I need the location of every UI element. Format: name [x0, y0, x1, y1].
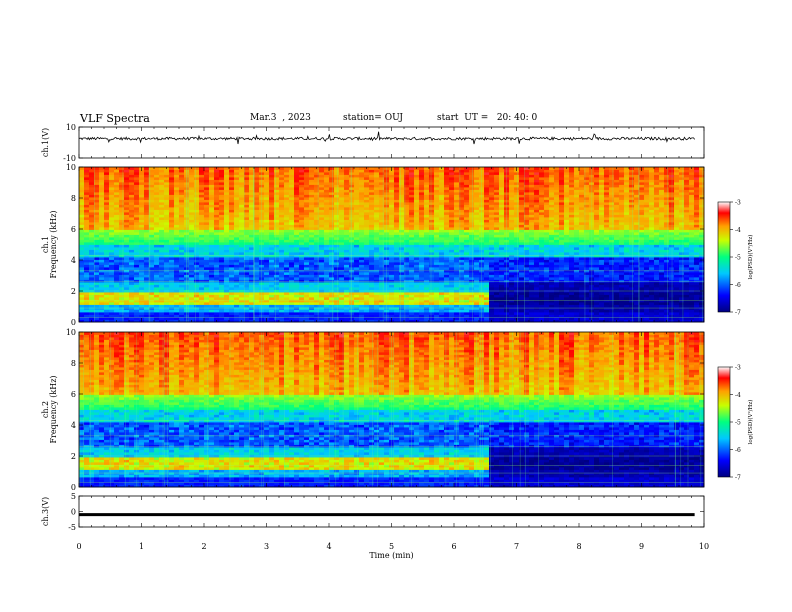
station-label: station= OUJ — [343, 113, 404, 123]
axes-ch1-waveform: 10 -10 ch.1(V) — [41, 123, 705, 163]
y-tick-label: 6 — [71, 225, 76, 234]
colorbar-tick-label: -3 — [735, 365, 741, 372]
axes-ch3-waveform: 5 0 -5 ch.3(V) — [41, 492, 705, 532]
colorbar-tick-label: -4 — [735, 227, 741, 234]
x-tick-label: 7 — [514, 542, 519, 551]
y-axis-label: ch.1(V) — [41, 128, 50, 157]
y-axis-label: ch.3(V) — [41, 497, 50, 526]
y-tick-label: 10 — [66, 123, 76, 132]
colorbar-tick-label: -6 — [735, 447, 741, 454]
y-axis-label: ch.1 — [41, 236, 50, 253]
y-axis-label: Frequency (kHz) — [49, 375, 58, 443]
y-tick-label: 8 — [71, 359, 76, 368]
axes-ch1-spectrogram: 0 2 4 6 8 10 ch.1 Frequency (kHz) — [41, 163, 705, 327]
x-tick-label: 8 — [576, 542, 581, 551]
y-tick-label: 2 — [71, 287, 76, 296]
y-tick-label: -5 — [68, 523, 76, 532]
axis-frame — [78, 495, 705, 528]
colorbar-tick-label: -3 — [735, 200, 741, 207]
y-tick-label: 10 — [66, 163, 76, 172]
y-tick-label: 6 — [71, 390, 76, 399]
y-axis-label: Frequency (kHz) — [49, 210, 58, 278]
x-tick-label: 9 — [639, 542, 644, 551]
colorbar-tick-label: -6 — [735, 282, 741, 289]
date-label: Mar.3 , 2023 — [250, 113, 311, 123]
x-tick-label: 2 — [201, 542, 206, 551]
x-tick-label: 1 — [139, 542, 144, 551]
ch1-waveform-line — [78, 131, 695, 145]
y-tick-label: 10 — [66, 328, 76, 337]
colorbar-label: log(PSD)(V²/Hz) — [747, 400, 754, 445]
x-tick-label: 4 — [326, 542, 331, 551]
colorbar-label: log(PSD)(V²/Hz) — [747, 235, 754, 280]
y-tick-label: -10 — [63, 154, 76, 163]
axes-ch2-spectrogram: 0 2 4 6 8 10 ch.2 Frequency (kHz) — [41, 328, 705, 492]
x-tick-label: 3 — [264, 542, 269, 551]
spectrogram-ch1 — [79, 167, 705, 323]
y-tick-label: 5 — [71, 492, 76, 501]
spectrogram-ch2 — [79, 332, 705, 488]
x-tick-label: 0 — [76, 542, 81, 551]
x-axis-label: Time (min) — [369, 551, 413, 560]
colorbar-tick-label: -7 — [735, 310, 741, 317]
start-time-label: start UT = 20: 40: 0 — [437, 113, 538, 123]
x-tick-label: 10 — [699, 542, 709, 551]
y-tick-label: 8 — [71, 194, 76, 203]
y-tick-label: 0 — [71, 508, 76, 517]
colorbar-tick-label: -5 — [735, 255, 741, 262]
y-tick-label: 0 — [71, 318, 76, 327]
y-tick-label: 4 — [71, 421, 76, 430]
colorbar-ch2: -3 -4 -5 -6 -7 log(PSD)(V²/Hz) — [717, 365, 754, 482]
colorbar-tick-label: -4 — [735, 392, 741, 399]
x-tick-label: 5 — [389, 542, 394, 551]
y-tick-label: 2 — [71, 452, 76, 461]
x-tick-label: 6 — [451, 542, 456, 551]
colorbar-tick-label: -7 — [735, 475, 741, 482]
y-axis-label: ch.2 — [41, 401, 50, 418]
axis-frame — [78, 126, 705, 159]
colorbar-tick-label: -5 — [735, 420, 741, 427]
colorbar-ch1: -3 -4 -5 -6 -7 log(PSD)(V²/Hz) — [717, 200, 754, 317]
y-tick-label: 0 — [71, 483, 76, 492]
figure-title: VLF Spectra — [80, 112, 150, 125]
y-tick-label: 4 — [71, 256, 76, 265]
ch1-waveform — [78, 131, 695, 145]
